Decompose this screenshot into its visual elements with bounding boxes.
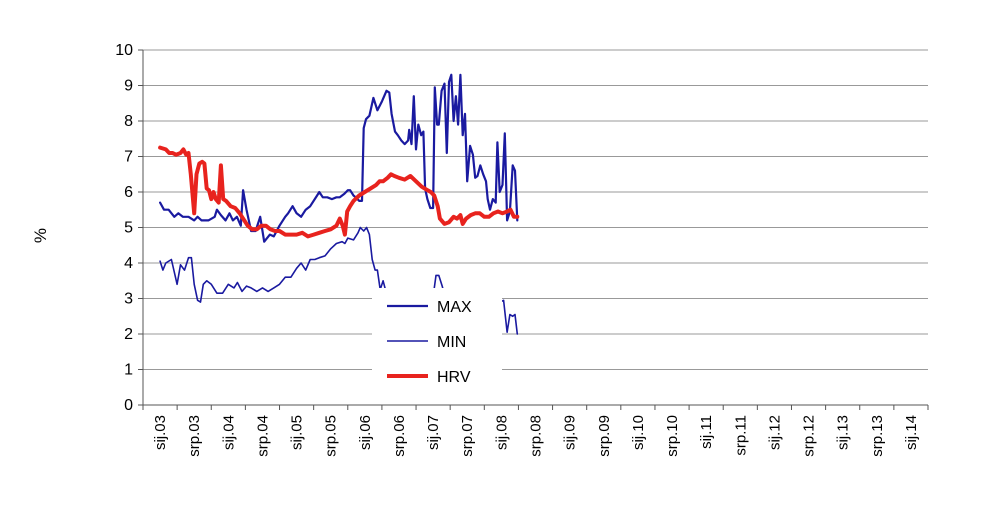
legend-label-max: MAX xyxy=(437,299,472,316)
x-axis-ticks: sij.03 srp.03 sij.04 srp.04 sij.05 srp.05 sij.… xyxy=(142,405,929,457)
x-tick-label: srp.04 xyxy=(254,415,271,457)
y-tick-label: 1 xyxy=(124,362,133,379)
x-tick-label: sij.05 xyxy=(289,415,306,450)
y-tick-label: 7 xyxy=(124,149,133,166)
x-tick-label: srp.09 xyxy=(596,415,613,457)
x-tick-label: sij.03 xyxy=(152,415,169,450)
x-tick-label: srp.11 xyxy=(732,415,749,456)
x-tick-label: sij.13 xyxy=(835,415,852,450)
series-line-hrv xyxy=(158,145,520,239)
legend-label-min: MIN xyxy=(437,334,466,351)
x-tick-label: sij.07 xyxy=(425,415,442,450)
x-tick-label: srp.03 xyxy=(186,415,203,457)
x-tick-label: srp.10 xyxy=(664,415,681,457)
x-tick-label: srp.13 xyxy=(869,415,886,457)
y-tick-label: 10 xyxy=(115,42,133,59)
series-line-max xyxy=(159,73,519,243)
y-tick-label: 5 xyxy=(124,220,133,237)
x-tick-label: sij.14 xyxy=(903,415,920,450)
y-axis-label: % xyxy=(31,228,50,243)
y-axis-ticks: 0 1 2 3 4 5 6 7 8 9 10 xyxy=(115,42,143,414)
gridlines xyxy=(143,49,928,370)
x-tick-label: srp.08 xyxy=(528,415,545,457)
x-tick-label: srp.06 xyxy=(391,415,408,457)
legend-label-hrv: HRV xyxy=(437,369,471,386)
x-tick-label: srp.05 xyxy=(323,415,340,457)
x-tick-label: sij.12 xyxy=(766,415,783,450)
x-tick-label: sij.11 xyxy=(698,415,715,449)
x-tick-label: sij.04 xyxy=(220,415,237,450)
y-tick-label: 6 xyxy=(124,184,133,201)
legend: MAX MIN HRV xyxy=(372,288,502,398)
y-tick-label: 0 xyxy=(124,397,133,414)
y-tick-label: 2 xyxy=(124,326,133,343)
x-tick-label: sij.06 xyxy=(357,415,374,450)
y-tick-label: 9 xyxy=(124,78,133,95)
x-tick-label: srp.07 xyxy=(459,415,476,457)
y-tick-label: 8 xyxy=(124,113,133,130)
x-tick-label: srp.12 xyxy=(801,415,818,457)
y-tick-label: 3 xyxy=(124,291,133,308)
x-tick-label: sij.08 xyxy=(493,415,510,450)
x-tick-label: sij.09 xyxy=(562,415,579,450)
y-tick-label: 4 xyxy=(124,255,133,272)
x-tick-label: sij.10 xyxy=(630,415,647,450)
